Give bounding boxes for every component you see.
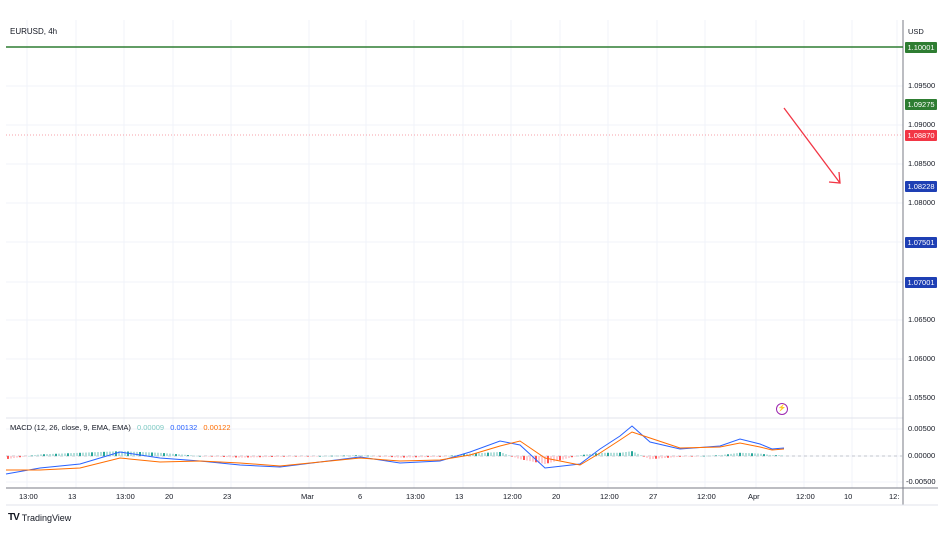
price-tag: 1.09275 bbox=[905, 98, 937, 110]
time-tick: 23 bbox=[223, 492, 232, 501]
tradingview-logo[interactable]: TV TradingView bbox=[8, 512, 71, 523]
time-tick: 13 bbox=[68, 492, 77, 501]
price-tick: 1.06500 bbox=[908, 315, 936, 324]
price-tick: 1.05500 bbox=[908, 393, 936, 402]
time-tick: 20 bbox=[552, 492, 561, 501]
time-tick: 27 bbox=[649, 492, 658, 501]
time-tick: Apr bbox=[748, 492, 760, 501]
signal-line bbox=[6, 431, 785, 471]
price-tick: 1.08500 bbox=[908, 159, 936, 168]
macd-legend[interactable]: MACD (12, 26, close, 9, EMA, EMA) 0.0000… bbox=[10, 423, 235, 432]
time-tick: 13 bbox=[455, 492, 464, 501]
time-tick: 20 bbox=[165, 492, 174, 501]
price-tick: 1.06000 bbox=[908, 354, 936, 363]
time-tick: 10 bbox=[844, 492, 853, 501]
price-tag: 1.10001 bbox=[905, 41, 937, 53]
signal-value: 0.00122 bbox=[203, 423, 231, 432]
time-tick: 6 bbox=[358, 492, 363, 501]
time-tick: 12:00 bbox=[503, 492, 522, 501]
price-tag: 1.08228 bbox=[905, 180, 937, 192]
horizontal-gridlines bbox=[6, 85, 903, 483]
time-tick: 12: bbox=[889, 492, 900, 501]
time-tick: 12:00 bbox=[600, 492, 619, 501]
time-tick: 13:00 bbox=[19, 492, 38, 501]
price-tick: 1.09500 bbox=[908, 81, 936, 90]
macd-value: 0.00132 bbox=[170, 423, 198, 432]
arrow-annotation[interactable] bbox=[783, 107, 841, 184]
price-tag: 1.08870 bbox=[905, 129, 937, 141]
time-tick: Mar bbox=[301, 492, 314, 501]
macd-tick: -0.00500 bbox=[906, 477, 936, 486]
horizontal-levels bbox=[6, 46, 903, 48]
tradingview-text: TradingView bbox=[21, 512, 72, 523]
macd-tick: 0.00500 bbox=[908, 424, 936, 433]
price-tag: 1.07001 bbox=[905, 276, 937, 288]
time-tick: 13:00 bbox=[406, 492, 425, 501]
vertical-gridlines bbox=[26, 20, 898, 488]
time-tick: 12:00 bbox=[796, 492, 815, 501]
time-tick: 12:00 bbox=[697, 492, 716, 501]
macd-histogram-value: 0.00009 bbox=[136, 423, 165, 432]
price-tag: 1.07501 bbox=[905, 236, 937, 248]
currency-label: USD bbox=[908, 27, 924, 36]
time-tick: 13:00 bbox=[116, 492, 135, 501]
price-tick: 1.09000 bbox=[908, 120, 936, 129]
symbol-label[interactable]: EURUSD, 4h bbox=[10, 27, 58, 36]
macd-tick: 0.00000 bbox=[908, 451, 936, 460]
tradingview-mark-icon: TV bbox=[8, 512, 20, 523]
price-tick: 1.08000 bbox=[908, 198, 936, 207]
lightning-icon[interactable]: ⚡ bbox=[776, 403, 788, 415]
macd-title: MACD (12, 26, close, 9, EMA, EMA) bbox=[10, 423, 131, 432]
